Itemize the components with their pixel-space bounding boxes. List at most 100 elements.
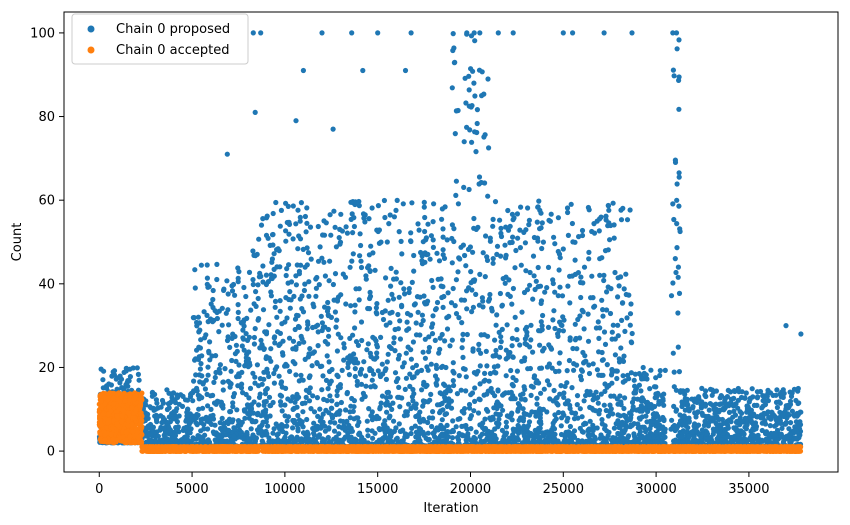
- proposed-point: [432, 373, 439, 379]
- proposed-point: [595, 394, 601, 401]
- proposed-point: [747, 396, 753, 402]
- proposed-point: [317, 418, 323, 424]
- proposed-point: [296, 340, 302, 347]
- proposed-point: [556, 360, 562, 366]
- proposed-point: [475, 410, 482, 416]
- proposed-point: [500, 407, 506, 413]
- proposed-point: [675, 310, 681, 316]
- proposed-point: [567, 300, 573, 306]
- proposed-point: [622, 395, 628, 401]
- proposed-point: [793, 435, 800, 441]
- proposed-point: [371, 383, 377, 389]
- proposed-point: [421, 432, 427, 438]
- proposed-point: [278, 381, 284, 387]
- proposed-point: [620, 379, 626, 385]
- proposed-point: [611, 393, 617, 399]
- proposed-point: [468, 66, 474, 72]
- proposed-point: [213, 439, 219, 445]
- proposed-point: [524, 324, 530, 330]
- proposed-point: [654, 419, 660, 425]
- proposed-point: [277, 330, 283, 336]
- proposed-point: [334, 410, 341, 416]
- proposed-point: [225, 291, 231, 297]
- proposed-point: [585, 427, 591, 433]
- proposed-point: [214, 315, 220, 322]
- proposed-point: [399, 251, 405, 257]
- proposed-point: [579, 227, 586, 234]
- proposed-point: [569, 410, 575, 416]
- proposed-point: [295, 323, 302, 330]
- proposed-point: [478, 350, 484, 356]
- proposed-point: [201, 426, 207, 432]
- proposed-point: [421, 199, 427, 205]
- proposed-point: [434, 402, 441, 408]
- proposed-point: [489, 305, 495, 311]
- proposed-point: [400, 364, 406, 370]
- proposed-point: [408, 347, 414, 353]
- proposed-point: [291, 418, 298, 424]
- proposed-point: [493, 347, 499, 354]
- proposed-point: [755, 394, 761, 400]
- proposed-point: [431, 201, 437, 207]
- proposed-point: [383, 322, 389, 328]
- proposed-point: [514, 211, 521, 217]
- proposed-point: [455, 107, 461, 114]
- proposed-point: [147, 404, 153, 410]
- proposed-point: [521, 433, 528, 439]
- proposed-point: [494, 312, 500, 318]
- proposed-point: [495, 388, 501, 394]
- proposed-point: [246, 334, 252, 340]
- proposed-point: [265, 423, 271, 429]
- proposed-point: [453, 178, 459, 184]
- proposed-point: [738, 428, 744, 434]
- proposed-point: [148, 438, 154, 444]
- proposed-point: [387, 437, 393, 443]
- proposed-point: [283, 228, 289, 234]
- proposed-point: [373, 305, 379, 311]
- proposed-point: [349, 258, 355, 264]
- proposed-point: [327, 212, 333, 218]
- proposed-point: [460, 354, 466, 360]
- proposed-point: [525, 366, 531, 372]
- proposed-point: [330, 281, 336, 288]
- proposed-point: [306, 398, 313, 404]
- proposed-point: [447, 343, 453, 349]
- proposed-point: [272, 366, 278, 372]
- proposed-point: [679, 399, 685, 405]
- proposed-point: [453, 277, 459, 283]
- proposed-point: [485, 193, 491, 199]
- proposed-point: [303, 394, 309, 400]
- proposed-point: [578, 377, 585, 383]
- proposed-point: [419, 253, 425, 259]
- proposed-point: [490, 353, 496, 359]
- proposed-point: [506, 351, 512, 357]
- proposed-point: [297, 218, 303, 224]
- proposed-point: [145, 415, 151, 421]
- proposed-point: [571, 367, 577, 373]
- proposed-point: [537, 283, 544, 289]
- proposed-point: [535, 264, 541, 271]
- proposed-point: [452, 131, 458, 137]
- proposed-point: [217, 362, 223, 368]
- proposed-point: [370, 250, 376, 256]
- proposed-point: [498, 339, 504, 345]
- proposed-point: [161, 432, 167, 438]
- proposed-point: [379, 393, 386, 399]
- proposed-point: [541, 345, 547, 351]
- proposed-point: [520, 391, 526, 397]
- proposed-point: [319, 320, 325, 326]
- proposed-point: [375, 30, 381, 36]
- proposed-point: [553, 416, 559, 422]
- proposed-point: [476, 181, 482, 187]
- proposed-point: [637, 429, 644, 435]
- proposed-point: [240, 327, 246, 333]
- proposed-point: [527, 269, 533, 276]
- proposed-point: [415, 221, 421, 227]
- proposed-point: [449, 435, 456, 441]
- proposed-point: [671, 73, 677, 79]
- proposed-point: [542, 289, 548, 295]
- proposed-point: [350, 251, 356, 257]
- proposed-point: [469, 139, 475, 145]
- proposed-point: [557, 350, 563, 356]
- proposed-point: [282, 413, 288, 419]
